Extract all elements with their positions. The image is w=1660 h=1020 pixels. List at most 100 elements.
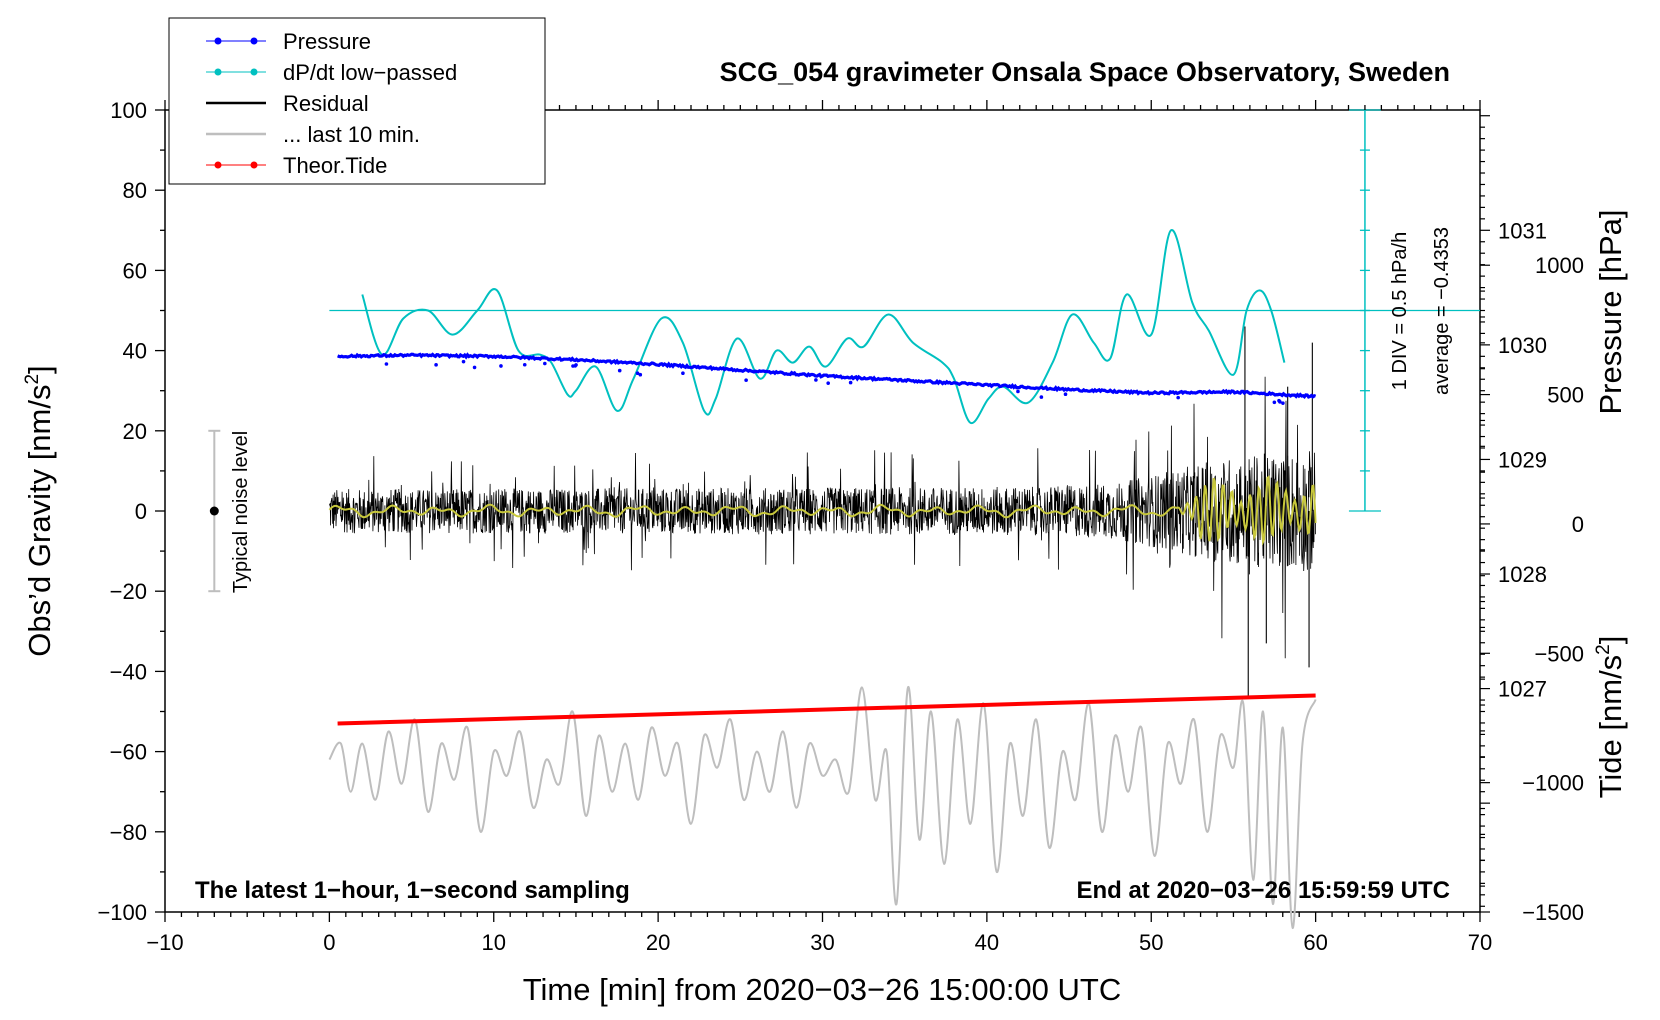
tide-axis-title-main: Tide [nm/s <box>1593 655 1628 799</box>
noise-level-indicator <box>208 429 221 593</box>
y-axis-pressure: 1031 1030 1029 1028 1027 <box>1480 115 1547 907</box>
y-tick-label: 40 <box>123 339 147 364</box>
tide-axis-title: Tide [nm/s2] <box>1593 636 1628 799</box>
pressure-point <box>1277 398 1281 403</box>
annotation-sampling: The latest 1−hour, 1−second sampling <box>195 877 630 904</box>
pressure-point <box>681 371 685 375</box>
pressure-point <box>1272 400 1277 405</box>
x-tick-label: 50 <box>1139 930 1163 955</box>
residual-smoothed-line <box>328 475 1317 546</box>
x-tick-label: 20 <box>646 930 670 955</box>
y-tick-label: 60 <box>123 258 147 283</box>
legend-box <box>168 17 546 185</box>
pressure-point <box>1039 395 1044 399</box>
y-tick-label: 20 <box>123 419 147 444</box>
x-tick-label: −10 <box>146 930 183 955</box>
pressure-tick-label: 1030 <box>1498 333 1547 358</box>
pressure-point <box>638 372 643 377</box>
tide-tick-label: 1000 <box>1535 253 1584 278</box>
x-tick-label: 0 <box>323 930 335 955</box>
y-axis-title-close: ] <box>22 365 57 374</box>
annotation-end-time: End at 2020−03−26 15:59:59 UTC <box>1076 877 1450 904</box>
pressure-series <box>337 352 1317 405</box>
pressure-point <box>384 362 389 366</box>
noise-center-dot <box>209 506 219 516</box>
pressure-point <box>574 363 578 367</box>
noise-level-label: Typical noise level <box>230 431 252 593</box>
x-tick-label: 70 <box>1468 930 1492 955</box>
pressure-axis-title: Pressure [hPa] <box>1593 209 1628 414</box>
pressure-point <box>472 365 477 370</box>
tide-tick-label: −1500 <box>1522 900 1584 925</box>
last-10-min-line <box>328 686 1317 930</box>
y-tick-label: 80 <box>123 178 147 203</box>
tide-axis-title-sup: 2 <box>1593 644 1614 655</box>
pressure-tick-label: 1029 <box>1498 447 1547 472</box>
y-axis-title-main: Obs’d Gravity [nm/s <box>22 385 57 657</box>
dpdt-series <box>361 229 1286 424</box>
y-tick-label: 100 <box>110 98 147 123</box>
tide-tick-label: −500 <box>1534 641 1584 666</box>
y-tick-label: 0 <box>135 499 147 524</box>
tide-tick-label: −1000 <box>1522 771 1584 796</box>
pressure-tick-label: 1028 <box>1498 562 1547 587</box>
legend-label: dP/dt low−passed <box>283 60 457 85</box>
pressure-point <box>461 359 466 364</box>
pressure-point <box>848 380 853 385</box>
pressure-point <box>617 368 622 373</box>
pressure-point <box>744 378 748 382</box>
tide-line <box>337 693 1316 726</box>
legend-marker <box>250 68 258 76</box>
y-axis-tide: 1000 500 0 −500 −1000 −1500 <box>1480 253 1584 925</box>
pressure-tick-label: 1031 <box>1498 218 1547 243</box>
x-tick-label: 40 <box>975 930 999 955</box>
legend-label: Pressure <box>283 29 371 54</box>
chart-title: SCG_054 gravimeter Onsala Space Observat… <box>720 57 1450 87</box>
pressure-point <box>635 371 640 376</box>
pressure-point <box>522 362 527 367</box>
legend-marker <box>214 161 222 169</box>
y-axis-title: Obs’d Gravity [nm/s2] <box>22 365 57 656</box>
y-tick-label: −20 <box>110 579 147 604</box>
pressure-tick-label: 1027 <box>1498 677 1547 702</box>
pressure-point <box>1063 392 1068 397</box>
legend-label: Theor.Tide <box>283 153 387 178</box>
tide-tick-label: 0 <box>1572 512 1584 537</box>
x-tick-label: 30 <box>810 930 834 955</box>
pressure-point <box>1176 395 1180 400</box>
tide-tick-label: 500 <box>1547 383 1584 408</box>
pressure-point <box>1281 401 1285 405</box>
rate-average-label: average = −0.4353 <box>1431 227 1453 395</box>
pressure-point <box>434 363 438 367</box>
legend-marker <box>250 37 258 45</box>
x-axis-title: Time [min] from 2020−03−26 15:00:00 UTC <box>523 972 1122 1007</box>
legend-label: ... last 10 min. <box>283 122 420 147</box>
legend-label: Residual <box>283 91 369 116</box>
pressure-point <box>543 361 547 366</box>
rate-div-label: 1 DIV = 0.5 hPa/h <box>1389 232 1411 390</box>
pressure-point <box>571 364 575 368</box>
y-tick-label: −40 <box>110 659 147 684</box>
pressure-line <box>337 352 1317 399</box>
residual-line <box>329 376 1316 659</box>
legend-marker <box>214 37 222 45</box>
y-tick-label: −60 <box>110 740 147 765</box>
y-tick-label: −100 <box>97 900 147 925</box>
y-tick-label: −80 <box>110 820 147 845</box>
legend-marker <box>250 161 258 169</box>
last-10-min-series <box>328 686 1317 930</box>
tide-axis-title-close: ] <box>1593 636 1628 645</box>
x-tick-label: 60 <box>1303 930 1327 955</box>
residual-smoothed-series <box>328 475 1317 546</box>
pressure-point <box>826 381 830 385</box>
pressure-point <box>1016 389 1020 394</box>
pressure-point <box>499 364 503 368</box>
dpdt-line <box>361 229 1286 424</box>
y-axis-title-sup: 2 <box>22 374 43 385</box>
x-tick-label: 10 <box>482 930 506 955</box>
legend: Pressure dP/dt low−passed Residual ... last… <box>168 17 546 185</box>
residual-series <box>329 326 1316 696</box>
legend-marker <box>214 68 222 76</box>
theoretical-tide-series <box>337 693 1316 726</box>
